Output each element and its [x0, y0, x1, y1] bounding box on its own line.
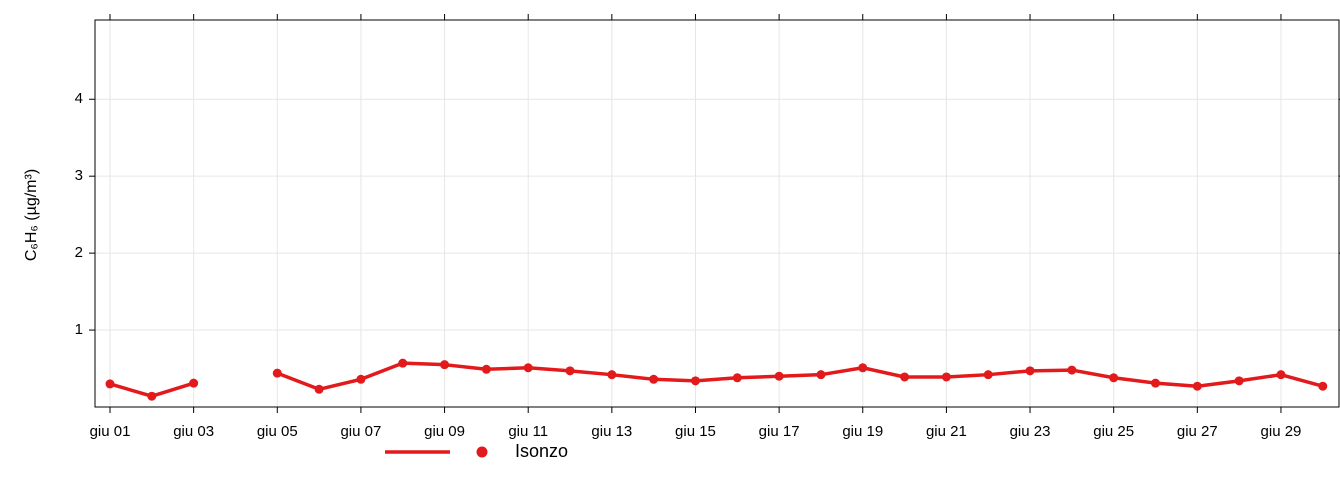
data-point [858, 363, 868, 373]
x-tick-label: giu 27 [1177, 423, 1218, 440]
data-point [816, 370, 826, 380]
data-point [1318, 381, 1328, 391]
series-line [276, 361, 1324, 392]
x-tick-label: giu 13 [591, 423, 632, 440]
data-point [732, 373, 742, 383]
y-tick-label: 1 [75, 321, 83, 338]
data-point [690, 376, 700, 386]
data-point [105, 379, 115, 389]
x-tick-label: giu 07 [340, 423, 381, 440]
data-point [1151, 378, 1160, 388]
data-point [1109, 373, 1119, 383]
y-tick-label: 3 [75, 167, 83, 184]
data-point [481, 364, 491, 374]
data-point [147, 391, 157, 401]
data-point [983, 370, 993, 380]
data-point [356, 374, 366, 384]
y-axis-label: C₆H₆ (µg/m³) [23, 169, 40, 261]
data-point [1234, 376, 1244, 386]
data-point [189, 378, 199, 388]
x-tick-label: giu 25 [1093, 423, 1134, 440]
data-point [314, 384, 324, 394]
x-tick-label: giu 15 [675, 423, 716, 440]
x-tick-label: giu 09 [424, 423, 465, 440]
data-point [565, 366, 575, 376]
data-point [1276, 370, 1286, 380]
data-point [900, 372, 910, 382]
data-point [1192, 381, 1202, 391]
data-point [440, 360, 450, 370]
data-point [649, 374, 659, 384]
x-tick-label: giu 19 [842, 423, 883, 440]
data-point [941, 372, 951, 382]
legend-marker [476, 446, 488, 458]
y-tick-label: 2 [75, 244, 83, 261]
plot-frame [94, 19, 1340, 408]
data-point [523, 363, 533, 373]
data-point [398, 358, 408, 368]
x-tick-label: giu 21 [926, 423, 967, 440]
x-tick-label: giu 17 [759, 423, 800, 440]
data-point [1025, 366, 1035, 376]
x-tick-label: giu 01 [90, 423, 131, 440]
data-point [607, 370, 617, 380]
data-point [272, 368, 282, 378]
x-tick-label: giu 11 [508, 423, 548, 440]
data-point [774, 371, 784, 381]
data-point [1067, 365, 1077, 375]
x-tick-label: giu 03 [173, 423, 214, 440]
legend-label: Isonzo [515, 441, 568, 461]
y-tick-label: 4 [75, 90, 83, 107]
x-tick-label: giu 29 [1261, 423, 1302, 440]
x-tick-label: giu 05 [257, 423, 298, 440]
x-tick-label: giu 23 [1010, 423, 1051, 440]
